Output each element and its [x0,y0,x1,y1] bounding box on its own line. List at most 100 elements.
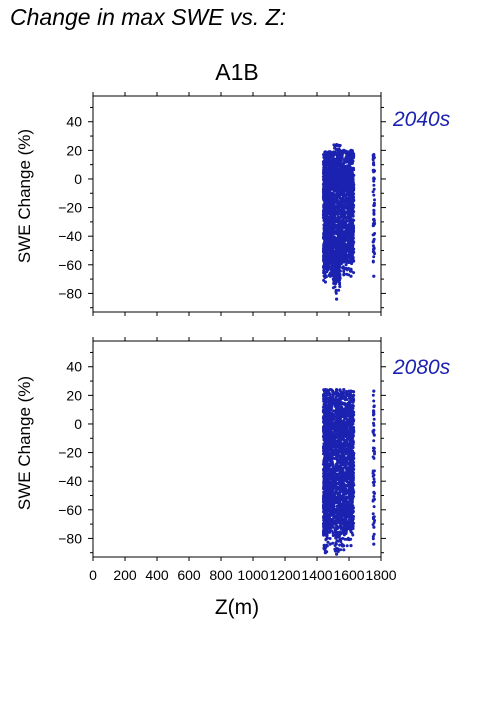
data-point [326,158,330,162]
data-point [336,212,340,216]
data-point [334,189,338,192]
data-point [344,406,348,410]
data-point [323,532,327,536]
data-point [343,188,347,192]
data-point [344,525,348,529]
data-point [331,270,335,274]
data-point [342,402,346,405]
data-point [339,532,343,536]
data-point [321,500,325,504]
data-point [343,518,347,522]
data-point [336,194,340,198]
data-point [339,424,343,428]
data-point [336,208,340,212]
y-tick-label: 20 [66,142,82,158]
data-point [322,205,326,209]
data-point [329,187,333,191]
data-point [341,194,345,198]
data-point [342,510,346,514]
y-tick-label: 40 [66,114,82,130]
x-tick-label: 1000 [237,567,268,583]
data-point [323,411,327,415]
data-point [335,426,339,430]
data-point [334,402,338,406]
data-point [322,166,326,170]
data-point [373,198,376,202]
data-point [331,286,335,290]
data-point [333,258,337,262]
data-point [336,279,340,283]
data-point-min [349,274,353,278]
data-point [338,264,342,268]
data-point [339,262,343,266]
data-point [324,213,328,217]
x-tick-label: 800 [209,567,233,583]
data-point [352,240,356,244]
data-point [332,413,336,417]
scatter-points [321,388,377,556]
data-point [346,215,350,219]
data-point [342,269,346,273]
data-point-max [342,148,346,152]
data-point [372,246,376,250]
data-point [331,438,335,442]
data-point [341,456,345,460]
data-point [334,542,338,546]
data-point [341,171,345,175]
x-tick-label: 600 [177,567,201,583]
data-point [334,244,338,248]
data-point [322,254,326,258]
data-point-min [372,274,376,278]
data-point [323,509,327,512]
data-point [343,537,347,541]
data-point [338,416,342,419]
data-point [326,248,330,252]
data-point [341,164,345,168]
data-point [326,197,330,201]
data-point [323,257,327,261]
data-point [334,262,338,266]
data-point [348,192,352,196]
data-point [322,452,326,456]
data-point [334,250,338,254]
data-point [333,172,337,175]
data-point [322,169,326,173]
data-point [340,506,344,510]
data-point [325,462,329,466]
data-point [326,171,329,175]
data-point [332,255,336,259]
data-point [333,229,336,232]
data-point [323,263,326,267]
data-point [371,260,375,264]
data-point [335,413,339,417]
data-point [325,435,329,439]
plot-frame [92,95,382,313]
data-point [339,257,343,261]
data-point [324,470,328,474]
data-point [334,501,338,505]
x-tick-label: 400 [145,567,169,583]
data-point [326,467,330,471]
data-point [323,465,327,469]
data-point [372,156,376,160]
scatter-points [321,143,377,301]
data-point [342,500,346,504]
data-point-max [328,388,332,392]
data-point [348,206,352,210]
y-tick-label: 40 [66,359,82,375]
data-point [322,231,326,235]
data-point-min [335,552,339,556]
data-point [325,514,329,518]
data-point [348,172,352,176]
data-point [322,187,326,191]
data-point-max [342,388,346,392]
y-tick-label: −80 [58,530,82,546]
data-point [322,153,325,157]
data-point [348,188,352,192]
data-point [372,255,376,259]
data-point [331,398,335,402]
scenario-title: A1B [215,59,258,85]
data-point [337,534,341,538]
data-point [326,429,330,433]
